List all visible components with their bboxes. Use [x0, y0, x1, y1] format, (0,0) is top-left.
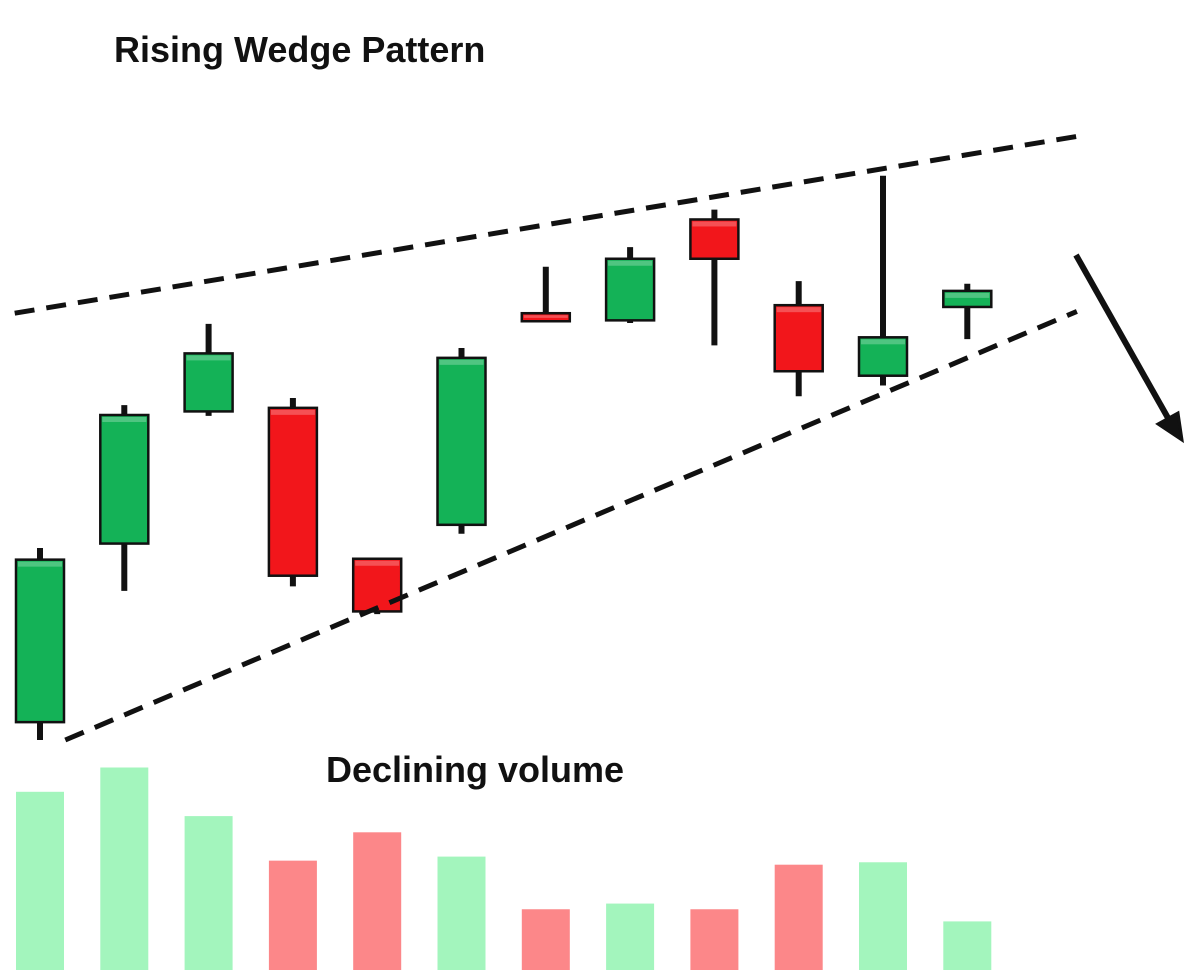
volume-bar — [184, 816, 233, 970]
candle-highlight — [861, 339, 905, 345]
volume-bar — [606, 903, 655, 970]
candle-highlight — [692, 221, 737, 227]
candle-body — [689, 218, 740, 260]
volume-bar — [943, 921, 992, 970]
candle-highlight — [355, 560, 400, 566]
volume-bar — [353, 832, 402, 970]
candle-highlight — [608, 260, 653, 266]
lower-trendline — [64, 309, 1078, 743]
candle-highlight — [523, 315, 568, 318]
candle-highlight — [18, 561, 62, 567]
candle-body — [183, 352, 234, 413]
candle-body — [942, 289, 993, 309]
volume-bar — [774, 864, 823, 970]
breakout-arrow-head — [1155, 410, 1184, 444]
upper-trendline — [14, 133, 1078, 316]
breakout-arrow-group — [1073, 253, 1184, 444]
volume-bar — [268, 860, 317, 970]
candle-body — [604, 257, 656, 322]
candle-body — [267, 406, 319, 577]
volume-group — [16, 767, 992, 970]
candle-body — [99, 413, 150, 545]
candle-highlight — [186, 355, 231, 361]
volume-bar — [100, 767, 149, 970]
candle-highlight — [945, 292, 990, 298]
trendlines-group — [14, 133, 1078, 743]
candle-highlight — [102, 417, 147, 422]
volume-bar — [16, 791, 64, 970]
candle-body — [14, 558, 66, 724]
candles-group — [14, 175, 993, 740]
candle-highlight — [439, 359, 484, 365]
candle-highlight — [270, 409, 315, 415]
volume-label: Declining volume — [326, 749, 624, 790]
candle-body — [351, 557, 403, 613]
candle-body — [436, 356, 487, 527]
chart-title: Rising Wedge Pattern — [114, 29, 485, 70]
candle-body — [520, 311, 572, 323]
volume-bar — [859, 862, 907, 970]
candle-body — [773, 303, 824, 373]
volume-bar — [690, 909, 739, 970]
breakout-arrow-shaft — [1073, 253, 1171, 420]
candle-highlight — [776, 307, 821, 313]
volume-bar — [437, 856, 486, 970]
volume-bar — [521, 909, 570, 970]
candle-body — [857, 336, 909, 377]
